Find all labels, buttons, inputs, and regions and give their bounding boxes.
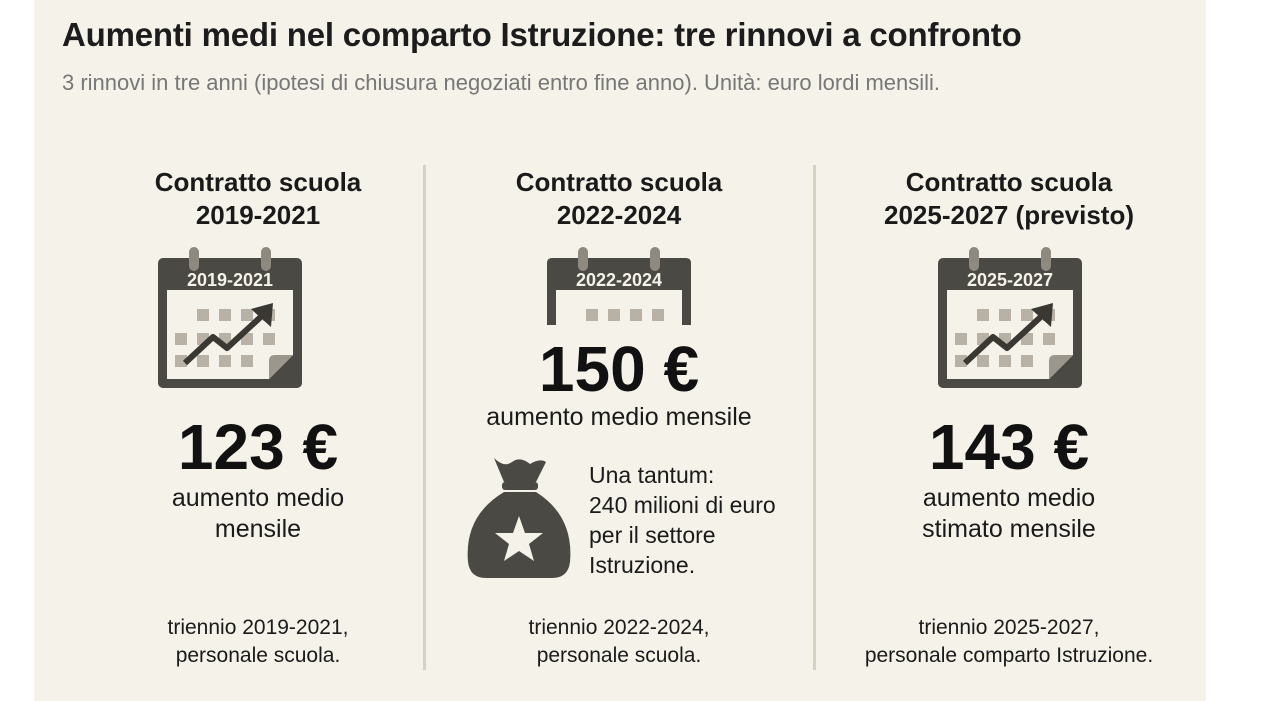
column-heading: Contratto scuola 2025-2027 (previsto) [824,166,1194,232]
calendar-icon: 2022-2024 [547,247,691,325]
column-heading-line: Contratto scuola [515,167,723,197]
column-heading: Contratto scuola 2019-2021 [73,166,443,232]
footnote-line: personale scuola. [175,644,341,667]
one-off-bonus-text: Una tantum: 240 milioni di euro per il s… [589,460,776,580]
calendar-label: 2022-2024 [576,270,662,290]
increase-description: aumento medio stimato mensile [824,483,1194,545]
calendar-trend-up-icon: 2019-2021 [158,247,302,388]
average-increase-amount: 143 € [928,411,1090,483]
increase-description: aumento medio mensile [73,483,443,545]
average-increase-amount: 123 € [177,411,339,483]
column-heading-line: Contratto scuola [905,167,1113,197]
page-subtitle: 3 rinnovi in tre anni (ipotesi di chiusu… [62,70,941,95]
calendar-trend-up-icon: 2025-2027 [938,247,1082,388]
increase-description-line: stimato mensile [922,515,1096,543]
increase-description: aumento medio mensile [434,402,804,433]
footnote-line: triennio 2019-2021, [167,616,349,639]
footnote-line: triennio 2025-2027, [918,616,1100,639]
column-heading-years: 2019-2021 [195,200,321,230]
column-footnote: triennio 2022-2024, personale scuola. [434,614,804,670]
calendar-label: 2019-2021 [187,270,273,290]
column-divider [423,165,426,670]
one-off-bonus-line: per il settore [589,522,716,548]
column-heading: Contratto scuola 2022-2024 [434,166,804,232]
column-divider [813,165,816,670]
average-increase-amount: 150 € [538,333,700,405]
page-title: Aumenti medi nel comparto Istruzione: tr… [62,16,1022,53]
footnote-line: personale comparto Istruzione. [864,644,1154,667]
one-off-bonus-line: Istruzione. [589,552,696,578]
column-footnote: triennio 2019-2021, personale scuola. [73,614,443,670]
footnote-line: personale scuola. [536,644,702,667]
footnote-line: triennio 2022-2024, [528,616,710,639]
increase-description-line: mensile [214,515,302,543]
one-off-bonus-line: 240 milioni di euro [589,492,776,518]
column-footnote: triennio 2025-2027, personale comparto I… [824,614,1194,670]
calendar-label: 2025-2027 [967,270,1053,290]
column-heading-years: 2025-2027 (previsto) [883,200,1135,230]
one-off-bonus-line: Una tantum: [589,462,715,488]
increase-description-line: aumento medio mensile [486,403,752,431]
increase-description-line: aumento medio [171,484,345,512]
money-bag-star-icon [467,458,571,578]
column-heading-line: Contratto scuola [154,167,362,197]
increase-description-line: aumento medio [922,484,1096,512]
column-heading-years: 2022-2024 [556,200,682,230]
